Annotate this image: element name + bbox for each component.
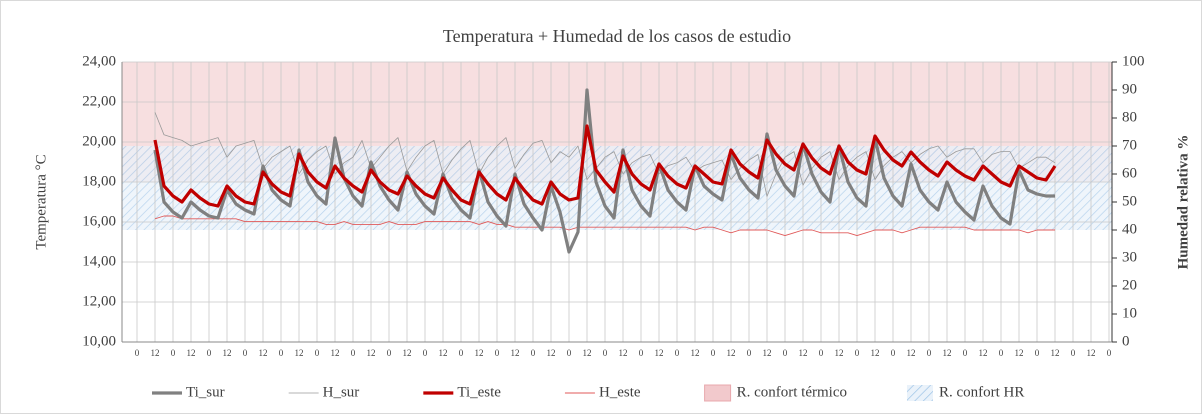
x-tick-label: 12 (727, 348, 736, 358)
x-tick-label: 0 (891, 348, 896, 358)
x-tick-label: 12 (871, 348, 880, 358)
x-tick-label: 12 (151, 348, 160, 358)
plot-area: 10,00 12,00 14,00 16,00 18,00 20,00 22,00 24,00… (82, 53, 1144, 358)
x-tick-label: 0 (711, 348, 716, 358)
x-tick-label: 12 (1051, 348, 1060, 358)
x-tick-label: 12 (979, 348, 988, 358)
y2-tick-label: 60 (1122, 165, 1137, 181)
x-tick-label: 12 (1087, 348, 1096, 358)
x-tick-label: 12 (763, 348, 772, 358)
series-line (153, 88, 1055, 254)
x-tick-label: 0 (423, 348, 428, 358)
x-tick-label: 12 (223, 348, 232, 358)
y2-tick-label: 50 (1122, 193, 1137, 209)
legend-swatch (704, 384, 732, 402)
legend-label: R. confort térmico (737, 384, 847, 400)
x-tick-label: 12 (331, 348, 340, 358)
y-tick-label: 10,00 (82, 333, 116, 349)
x-tick-label: 12 (547, 348, 556, 358)
x-tick-label: 0 (567, 348, 572, 358)
x-tick-label: 0 (1035, 348, 1040, 358)
x-tick-label: 0 (459, 348, 464, 358)
x-tick-label: 0 (387, 348, 392, 358)
x-tick-label: 0 (603, 348, 608, 358)
x-tick-label: 12 (439, 348, 448, 358)
x-tick-label: 0 (783, 348, 788, 358)
legend-label: R. confort HR (939, 384, 1024, 400)
x-tick-label: 12 (619, 348, 628, 358)
x-tick-label: 12 (511, 348, 520, 358)
x-tick-label: 12 (367, 348, 376, 358)
x-tick-label: 12 (943, 348, 952, 358)
x-tick-label: 0 (135, 348, 140, 358)
legend-label: H_este (599, 384, 641, 400)
x-tick-label: 12 (259, 348, 268, 358)
x-tick-label: 0 (351, 348, 356, 358)
y2-tick-label: 90 (1122, 81, 1137, 97)
x-tick-label: 0 (279, 348, 284, 358)
y-tick-label: 16,00 (82, 213, 116, 229)
x-tick-label: 0 (1107, 348, 1112, 358)
y-tick-label: 24,00 (82, 53, 116, 69)
y2-tick-label: 20 (1122, 277, 1137, 293)
y2-axis-title: Humedad relativa % (1175, 135, 1191, 270)
chart-title: Temperatura + Humedad de los casos de es… (443, 26, 791, 46)
x-tick-label: 0 (1071, 348, 1076, 358)
x-tick-label: 0 (999, 348, 1004, 358)
x-tick-label: 0 (315, 348, 320, 358)
x-tick-label: 12 (799, 348, 808, 358)
x-tick-label: 0 (531, 348, 536, 358)
y-tick-label: 14,00 (82, 253, 116, 269)
y2-tick-label: 80 (1122, 109, 1137, 125)
y2-tick-label: 40 (1122, 221, 1137, 237)
x-tick-label: 12 (907, 348, 916, 358)
y-axis-title: Temperatura °C (33, 154, 49, 249)
x-tick-label: 12 (1015, 348, 1024, 358)
x-tick-label: 12 (655, 348, 664, 358)
x-tick-label: 0 (495, 348, 500, 358)
series-line (154, 215, 1055, 237)
x-tick-label: 0 (639, 348, 644, 358)
x-tick-label: 0 (243, 348, 248, 358)
y-tick-label: 18,00 (82, 173, 116, 189)
x-tick-label: 12 (691, 348, 700, 358)
x-tick-label: 12 (403, 348, 412, 358)
x-tick-label: 0 (927, 348, 932, 358)
y2-tick-label: 30 (1122, 249, 1137, 265)
y2-tick-label: 70 (1122, 137, 1137, 153)
x-tick-label: 12 (583, 348, 592, 358)
y-tick-label: 12,00 (82, 293, 116, 309)
x-tick-label: 0 (675, 348, 680, 358)
x-tick-label: 12 (835, 348, 844, 358)
x-tick-label: 0 (171, 348, 176, 358)
x-tick-label: 0 (207, 348, 212, 358)
series-line (153, 124, 1057, 208)
x-tick-label: 12 (187, 348, 196, 358)
legend-label: H_sur (323, 384, 360, 400)
legend-label: Ti_sur (186, 384, 225, 400)
legend-swatch (906, 385, 933, 401)
y2-tick-label: 100 (1122, 53, 1145, 69)
x-tick-label: 12 (475, 348, 484, 358)
x-tick-label: 0 (855, 348, 860, 358)
x-tick-label: 0 (747, 348, 752, 358)
y-tick-label: 20,00 (82, 133, 116, 149)
y2-tick-label: 0 (1122, 333, 1130, 349)
y-tick-label: 22,00 (82, 93, 116, 109)
legend-label: Ti_este (457, 384, 501, 400)
x-tick-label: 0 (963, 348, 968, 358)
x-tick-label: 12 (295, 348, 304, 358)
y2-tick-label: 10 (1122, 305, 1137, 321)
x-tick-label: 0 (819, 348, 824, 358)
